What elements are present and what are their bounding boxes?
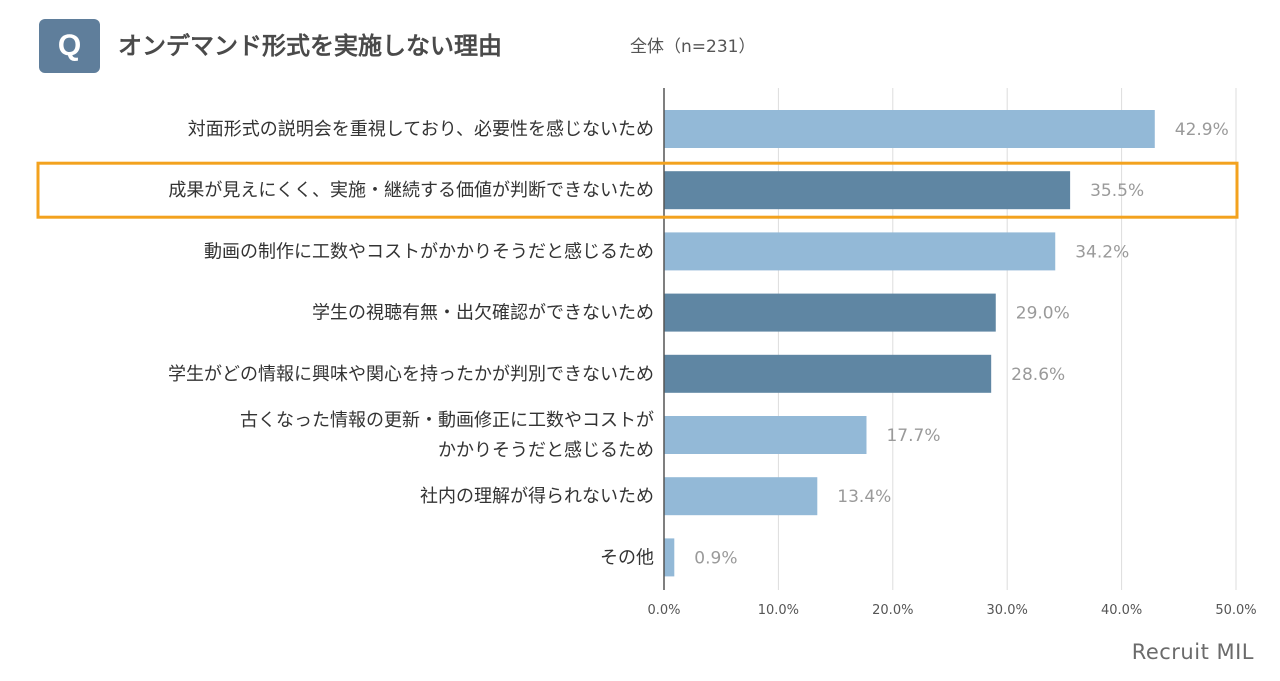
bar xyxy=(664,416,867,454)
data-label: 42.9% xyxy=(1175,120,1229,140)
data-label: 28.6% xyxy=(1011,365,1065,385)
bar xyxy=(664,110,1155,148)
tick-label: 0.0% xyxy=(647,603,680,618)
tick-label: 20.0% xyxy=(872,603,913,618)
tick-label: 50.0% xyxy=(1215,603,1256,618)
tick-label: 40.0% xyxy=(1101,603,1142,618)
data-label: 29.0% xyxy=(1016,304,1070,324)
sample-size-label: 全体（n=231） xyxy=(630,37,756,57)
bar xyxy=(664,293,996,332)
category-label: かかりそうだと感じるため xyxy=(438,440,654,461)
category-label: 成果が見えにくく、実施・継続する価値が判断できないため xyxy=(168,180,654,201)
bar xyxy=(664,477,818,516)
page-title: オンデマンド形式を実施しない理由 xyxy=(118,32,502,60)
data-label: 0.9% xyxy=(694,548,737,568)
tick-label: 10.0% xyxy=(758,603,799,618)
category-label: 社内の理解が得られないため xyxy=(420,486,654,507)
question-badge: Q xyxy=(39,19,100,73)
category-label: 学生の視聴有無・出欠確認ができないため xyxy=(312,303,654,324)
highlight-box xyxy=(36,161,1239,219)
bar xyxy=(664,232,1056,271)
data-label: 13.4% xyxy=(837,487,891,507)
bar xyxy=(664,538,675,577)
data-label: 17.7% xyxy=(886,426,940,446)
category-label: 動画の制作に工数やコストがかかりそうだと感じるため xyxy=(204,241,654,262)
bar xyxy=(664,354,992,393)
bar xyxy=(664,171,1071,210)
data-label: 34.2% xyxy=(1075,242,1129,262)
tick-label: 30.0% xyxy=(987,603,1028,618)
brand-logo: Recruit MIL xyxy=(1131,640,1254,664)
category-label: 対面形式の説明会を重視しており、必要性を感じないため xyxy=(188,119,654,140)
category-label: 古くなった情報の更新・動画修正に工数やコストが xyxy=(240,410,654,431)
category-label: 学生がどの情報に興味や関心を持ったかが判別できないため xyxy=(168,364,654,385)
category-label: その他 xyxy=(600,547,654,568)
data-label: 35.5% xyxy=(1090,181,1144,201)
